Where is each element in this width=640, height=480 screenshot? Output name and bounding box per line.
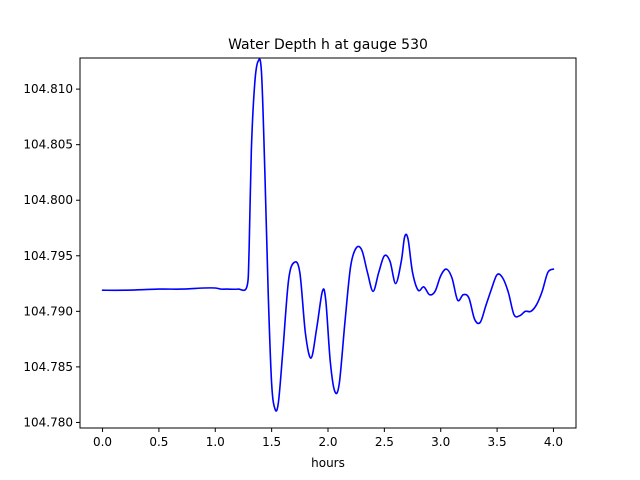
x-tick-label: 1.0 [206, 435, 225, 449]
y-tick-label: 104.800 [23, 193, 73, 207]
x-axis-label: hours [311, 456, 345, 470]
series-layer [101, 58, 555, 412]
plot-area [80, 58, 576, 428]
plot-frame [79, 57, 577, 429]
series-line-0 [101, 58, 555, 412]
x-tick-label: 3.0 [431, 435, 450, 449]
y-tick-label: 104.805 [23, 138, 73, 152]
x-tick-label: 3.5 [488, 435, 507, 449]
ticks-layer: 0.0 0.5 1.0 1.5 2.0 2.5 3.0 3.5 4.0 104.780 104.78… [23, 82, 563, 449]
y-tick-label: 104.795 [23, 249, 73, 263]
x-tick-label: 2.5 [375, 435, 394, 449]
chart-title: Water Depth h at gauge 530 [228, 37, 428, 53]
y-tick-label: 104.780 [23, 415, 73, 429]
x-tick-label: 2.0 [318, 435, 337, 449]
x-tick-label: 1.5 [262, 435, 281, 449]
y-tick-label: 104.785 [23, 360, 73, 374]
x-tick-label: 4.0 [544, 435, 563, 449]
y-tick-label: 104.790 [23, 304, 73, 318]
x-tick-label: 0.5 [149, 435, 168, 449]
x-tick-label: 0.0 [93, 435, 112, 449]
y-tick-label: 104.810 [23, 82, 73, 96]
